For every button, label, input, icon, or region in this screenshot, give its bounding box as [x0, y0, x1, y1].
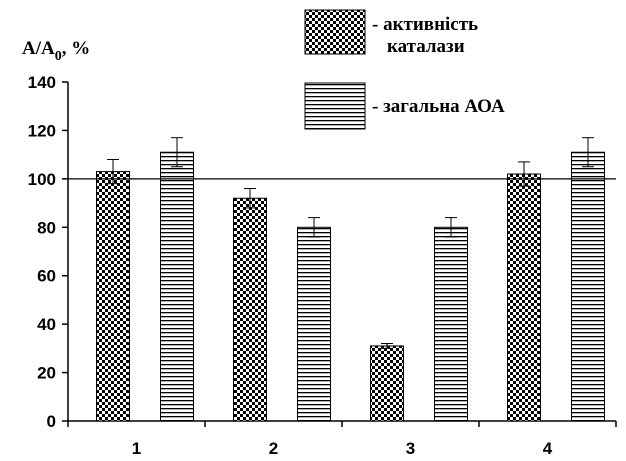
- bar-aoa: [297, 226, 331, 422]
- y-axis-title-subscript: 0: [55, 49, 62, 64]
- legend-swatch-catalase: [304, 9, 366, 55]
- bar-aoa: [434, 226, 468, 422]
- legend-label-aoa: - загальна АОА: [372, 96, 505, 117]
- legend: - активність каталази - загальна АОА: [304, 9, 505, 130]
- x-tick-label: 3: [406, 439, 415, 458]
- bar-catalase: [233, 197, 267, 422]
- y-tick-label: 60: [37, 267, 56, 286]
- y-tick-label: 20: [37, 364, 56, 383]
- y-tick-label: 40: [37, 315, 56, 334]
- bar-aoa: [160, 151, 194, 422]
- x-tick-label: 1: [132, 439, 141, 458]
- bar-catalase: [96, 171, 130, 422]
- y-axis-title-suffix: , %: [62, 38, 91, 59]
- x-ticks: 1 2 3 4: [67, 421, 617, 458]
- x-tick-label: 2: [269, 439, 278, 458]
- x-tick-label: 4: [543, 439, 553, 458]
- y-axis-title: A/A0, %: [22, 38, 90, 64]
- legend-swatch-aoa: [304, 82, 366, 130]
- bar-catalase: [507, 173, 541, 422]
- y-tick-label: 80: [37, 218, 56, 237]
- bar-catalase: [370, 345, 404, 422]
- y-axis-title-main: A/A: [22, 38, 55, 59]
- legend-label-catalase-line2: каталази: [387, 36, 465, 57]
- legend-label-catalase-2: каталази: [387, 36, 465, 57]
- bars: [96, 137, 605, 422]
- y-tick-label: 140: [28, 73, 56, 92]
- legend-label-catalase: - активність: [372, 14, 478, 35]
- y-tick-label: 100: [28, 170, 56, 189]
- y-tick-label: 0: [47, 412, 56, 431]
- y-ticks: 0 20 40 60 80 100 120 140: [28, 73, 68, 431]
- legend-label-catalase-line1: - активність: [372, 14, 478, 35]
- y-tick-label: 120: [28, 121, 56, 140]
- bar-aoa: [571, 151, 605, 422]
